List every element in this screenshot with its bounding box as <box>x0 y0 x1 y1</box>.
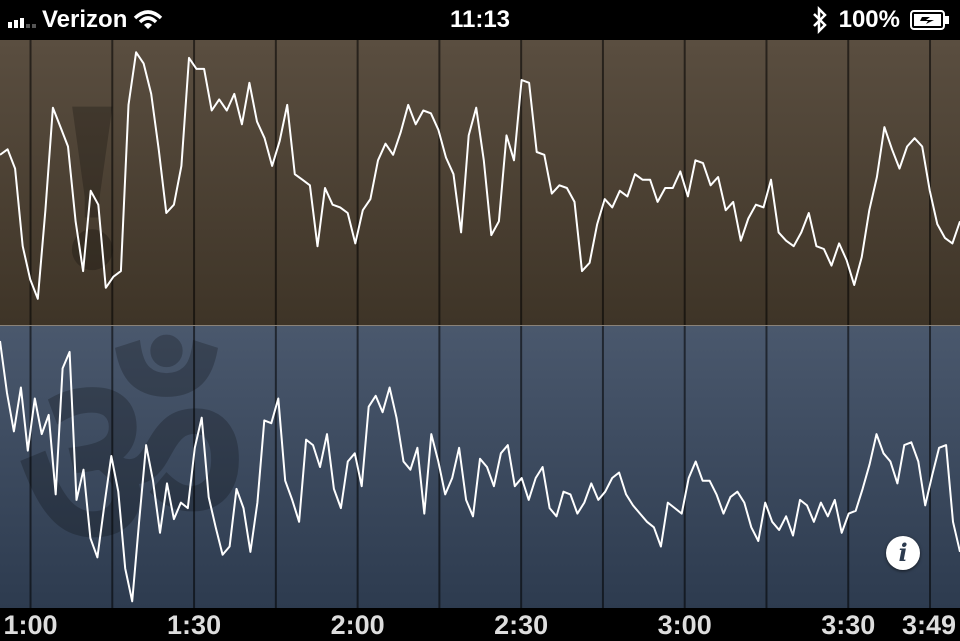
info-button[interactable]: i <box>886 536 920 570</box>
time-tick-label: 3:49 <box>901 610 956 640</box>
status-bar: Verizon 11:13 100% <box>0 0 960 40</box>
data-line <box>0 51 960 300</box>
bluetooth-icon <box>812 6 827 34</box>
time-axis: 1:00 1:30 2:00 2:30 3:00 3:30 3:49 <box>0 608 960 640</box>
signal-icon <box>8 12 36 28</box>
time-tick-label: 2:30 <box>494 610 549 640</box>
info-icon: i <box>898 538 908 567</box>
graph-panel-bottom: ॐ i <box>0 326 960 608</box>
om-watermark-icon: ॐ <box>18 326 246 608</box>
status-left: Verizon <box>8 6 163 34</box>
time-tick-label: 2:00 <box>330 610 385 640</box>
time-tick-label: 3:30 <box>821 610 876 640</box>
time-tick-label: 3:00 <box>657 610 712 640</box>
graph-top <box>0 40 960 325</box>
graph-panel-top: ! <box>0 40 960 327</box>
wifi-icon <box>134 10 163 29</box>
graph-bottom <box>0 326 960 608</box>
status-right: 100% <box>811 6 950 34</box>
time-tick-label: 1:00 <box>3 610 58 640</box>
time-tick-label: 1:30 <box>167 610 222 640</box>
status-time: 11:13 <box>449 6 511 33</box>
carrier-name: Verizon <box>42 6 128 33</box>
battery-icon <box>910 10 949 30</box>
battery-percent: 100% <box>838 6 900 33</box>
data-line <box>0 340 960 603</box>
